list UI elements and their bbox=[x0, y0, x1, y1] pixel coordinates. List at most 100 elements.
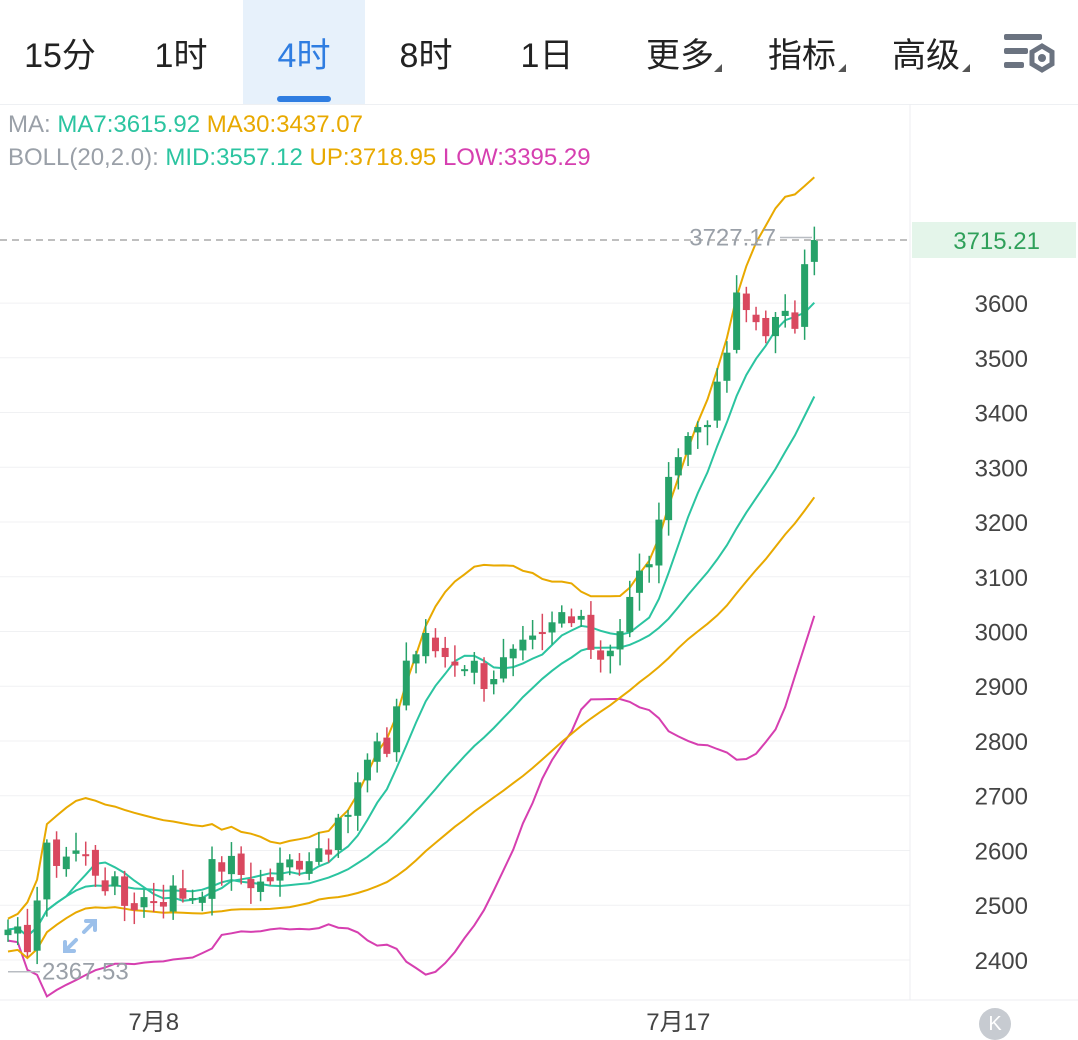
candle-body bbox=[645, 564, 653, 568]
y-axis-tick-label: 2900 bbox=[975, 674, 1028, 701]
high-price-marker: 3727.17 bbox=[689, 224, 776, 251]
candle-body bbox=[266, 877, 274, 882]
tab-8h[interactable]: 8时 bbox=[365, 0, 487, 104]
ma30-line bbox=[7, 496, 816, 960]
candle-body bbox=[538, 632, 546, 635]
y-axis-tick-label: 3500 bbox=[975, 346, 1028, 373]
candle-body bbox=[325, 849, 333, 855]
tab-15min[interactable]: 15分 bbox=[0, 0, 120, 104]
tab-label: 指标 bbox=[768, 36, 836, 75]
candle-body bbox=[431, 637, 439, 652]
y-axis-tick-label: 3000 bbox=[975, 620, 1028, 647]
expand-arrows-icon bbox=[63, 919, 97, 953]
candle-body bbox=[218, 862, 226, 872]
candle-body bbox=[169, 885, 177, 912]
active-tab-indicator bbox=[277, 96, 331, 102]
y-axis-tick-label: 3400 bbox=[975, 401, 1028, 428]
candle-body bbox=[713, 381, 721, 421]
tab-label: 更多 bbox=[646, 36, 714, 75]
candle-body bbox=[393, 706, 401, 753]
candle-body bbox=[791, 312, 799, 329]
candle-body bbox=[635, 570, 643, 593]
candle-body bbox=[130, 903, 138, 911]
candle-body bbox=[548, 622, 556, 633]
candle-body bbox=[606, 650, 614, 657]
candle-body bbox=[373, 741, 381, 762]
chart-settings-button[interactable] bbox=[998, 24, 1058, 80]
indicator-legend: MA: MA7:3615.92 MA30:3437.07 BOLL(20,2.0… bbox=[8, 108, 591, 174]
candle-body bbox=[810, 240, 818, 262]
candle-body bbox=[305, 861, 313, 874]
candle-body bbox=[121, 876, 129, 906]
candle-body bbox=[208, 859, 216, 899]
candle-body bbox=[499, 657, 507, 679]
tab-more[interactable]: 更多 bbox=[630, 0, 730, 104]
tab-label: 1日 bbox=[520, 36, 574, 75]
candle-body bbox=[616, 631, 624, 650]
candle-body bbox=[257, 881, 265, 892]
candle-body bbox=[567, 616, 575, 624]
candle-body bbox=[587, 614, 595, 650]
candle-body bbox=[762, 317, 770, 337]
candle-body bbox=[665, 476, 673, 521]
candle-body bbox=[509, 648, 517, 659]
candle-body bbox=[801, 264, 809, 327]
candle-body bbox=[237, 853, 245, 875]
low-price-marker: 2367.53 bbox=[42, 959, 129, 986]
candle-body bbox=[227, 855, 235, 875]
candle-body bbox=[684, 436, 692, 455]
candle-body bbox=[742, 293, 750, 311]
candle-body bbox=[198, 896, 206, 903]
candle-body bbox=[519, 639, 527, 651]
candle-body bbox=[14, 926, 22, 934]
tab-1d[interactable]: 1日 bbox=[487, 0, 607, 104]
boll-mid-line bbox=[7, 396, 816, 938]
candle-body bbox=[23, 924, 31, 953]
timeframe-tab-bar: 15分 1时 4时 8时 1日 更多 指标 高级 bbox=[0, 0, 1078, 105]
candle-body bbox=[733, 292, 741, 350]
candle-body bbox=[159, 902, 167, 907]
y-axis-tick-label: 3200 bbox=[975, 510, 1028, 537]
candle-body bbox=[402, 660, 410, 706]
boll-up-line bbox=[7, 176, 815, 920]
candlestick-chart[interactable]: 3600 3500 3400 3300 3200 3100 3000 2900 2800 2700… bbox=[0, 104, 1078, 1040]
candle-body bbox=[470, 660, 478, 673]
current-price-label: 3715.21 bbox=[953, 228, 1040, 255]
candle-body bbox=[577, 615, 585, 620]
candle-body bbox=[451, 661, 459, 666]
candle-body bbox=[72, 850, 80, 854]
candle-body bbox=[781, 310, 789, 316]
dropdown-caret-icon bbox=[962, 64, 970, 72]
candle-body bbox=[723, 352, 731, 381]
candle-body bbox=[412, 654, 420, 664]
dropdown-caret-icon bbox=[838, 64, 846, 72]
candle-body bbox=[91, 849, 99, 876]
tab-label: 高级 bbox=[892, 36, 960, 75]
expand-chart-button[interactable] bbox=[50, 906, 110, 966]
ma7-line bbox=[7, 302, 816, 938]
tab-advanced[interactable]: 高级 bbox=[876, 0, 976, 104]
boll-low-line bbox=[7, 615, 816, 998]
candle-body bbox=[752, 314, 760, 323]
candle-body bbox=[150, 901, 158, 904]
x-axis-label: 7月8 bbox=[128, 1009, 179, 1036]
candle-body bbox=[694, 427, 702, 433]
candle-body bbox=[558, 612, 566, 624]
candle-body bbox=[247, 879, 255, 889]
candle-body bbox=[771, 316, 779, 337]
scroll-to-latest-button[interactable]: K bbox=[979, 1008, 1011, 1040]
tab-4h[interactable]: 4时 bbox=[243, 0, 365, 104]
ma-prefix: MA: bbox=[8, 111, 51, 138]
candle-body bbox=[53, 839, 61, 866]
tab-1h[interactable]: 1时 bbox=[120, 0, 242, 104]
candle-body bbox=[33, 900, 41, 951]
tab-indicators[interactable]: 指标 bbox=[752, 0, 852, 104]
candle-body bbox=[111, 876, 119, 887]
candle-body bbox=[655, 519, 663, 566]
candle-body bbox=[276, 862, 284, 881]
candle-body bbox=[626, 596, 634, 633]
boll-low-value: LOW:3395.29 bbox=[442, 144, 591, 171]
candle-body bbox=[344, 814, 352, 817]
candle-body bbox=[179, 888, 187, 899]
y-axis-tick-label: 2500 bbox=[975, 893, 1028, 920]
